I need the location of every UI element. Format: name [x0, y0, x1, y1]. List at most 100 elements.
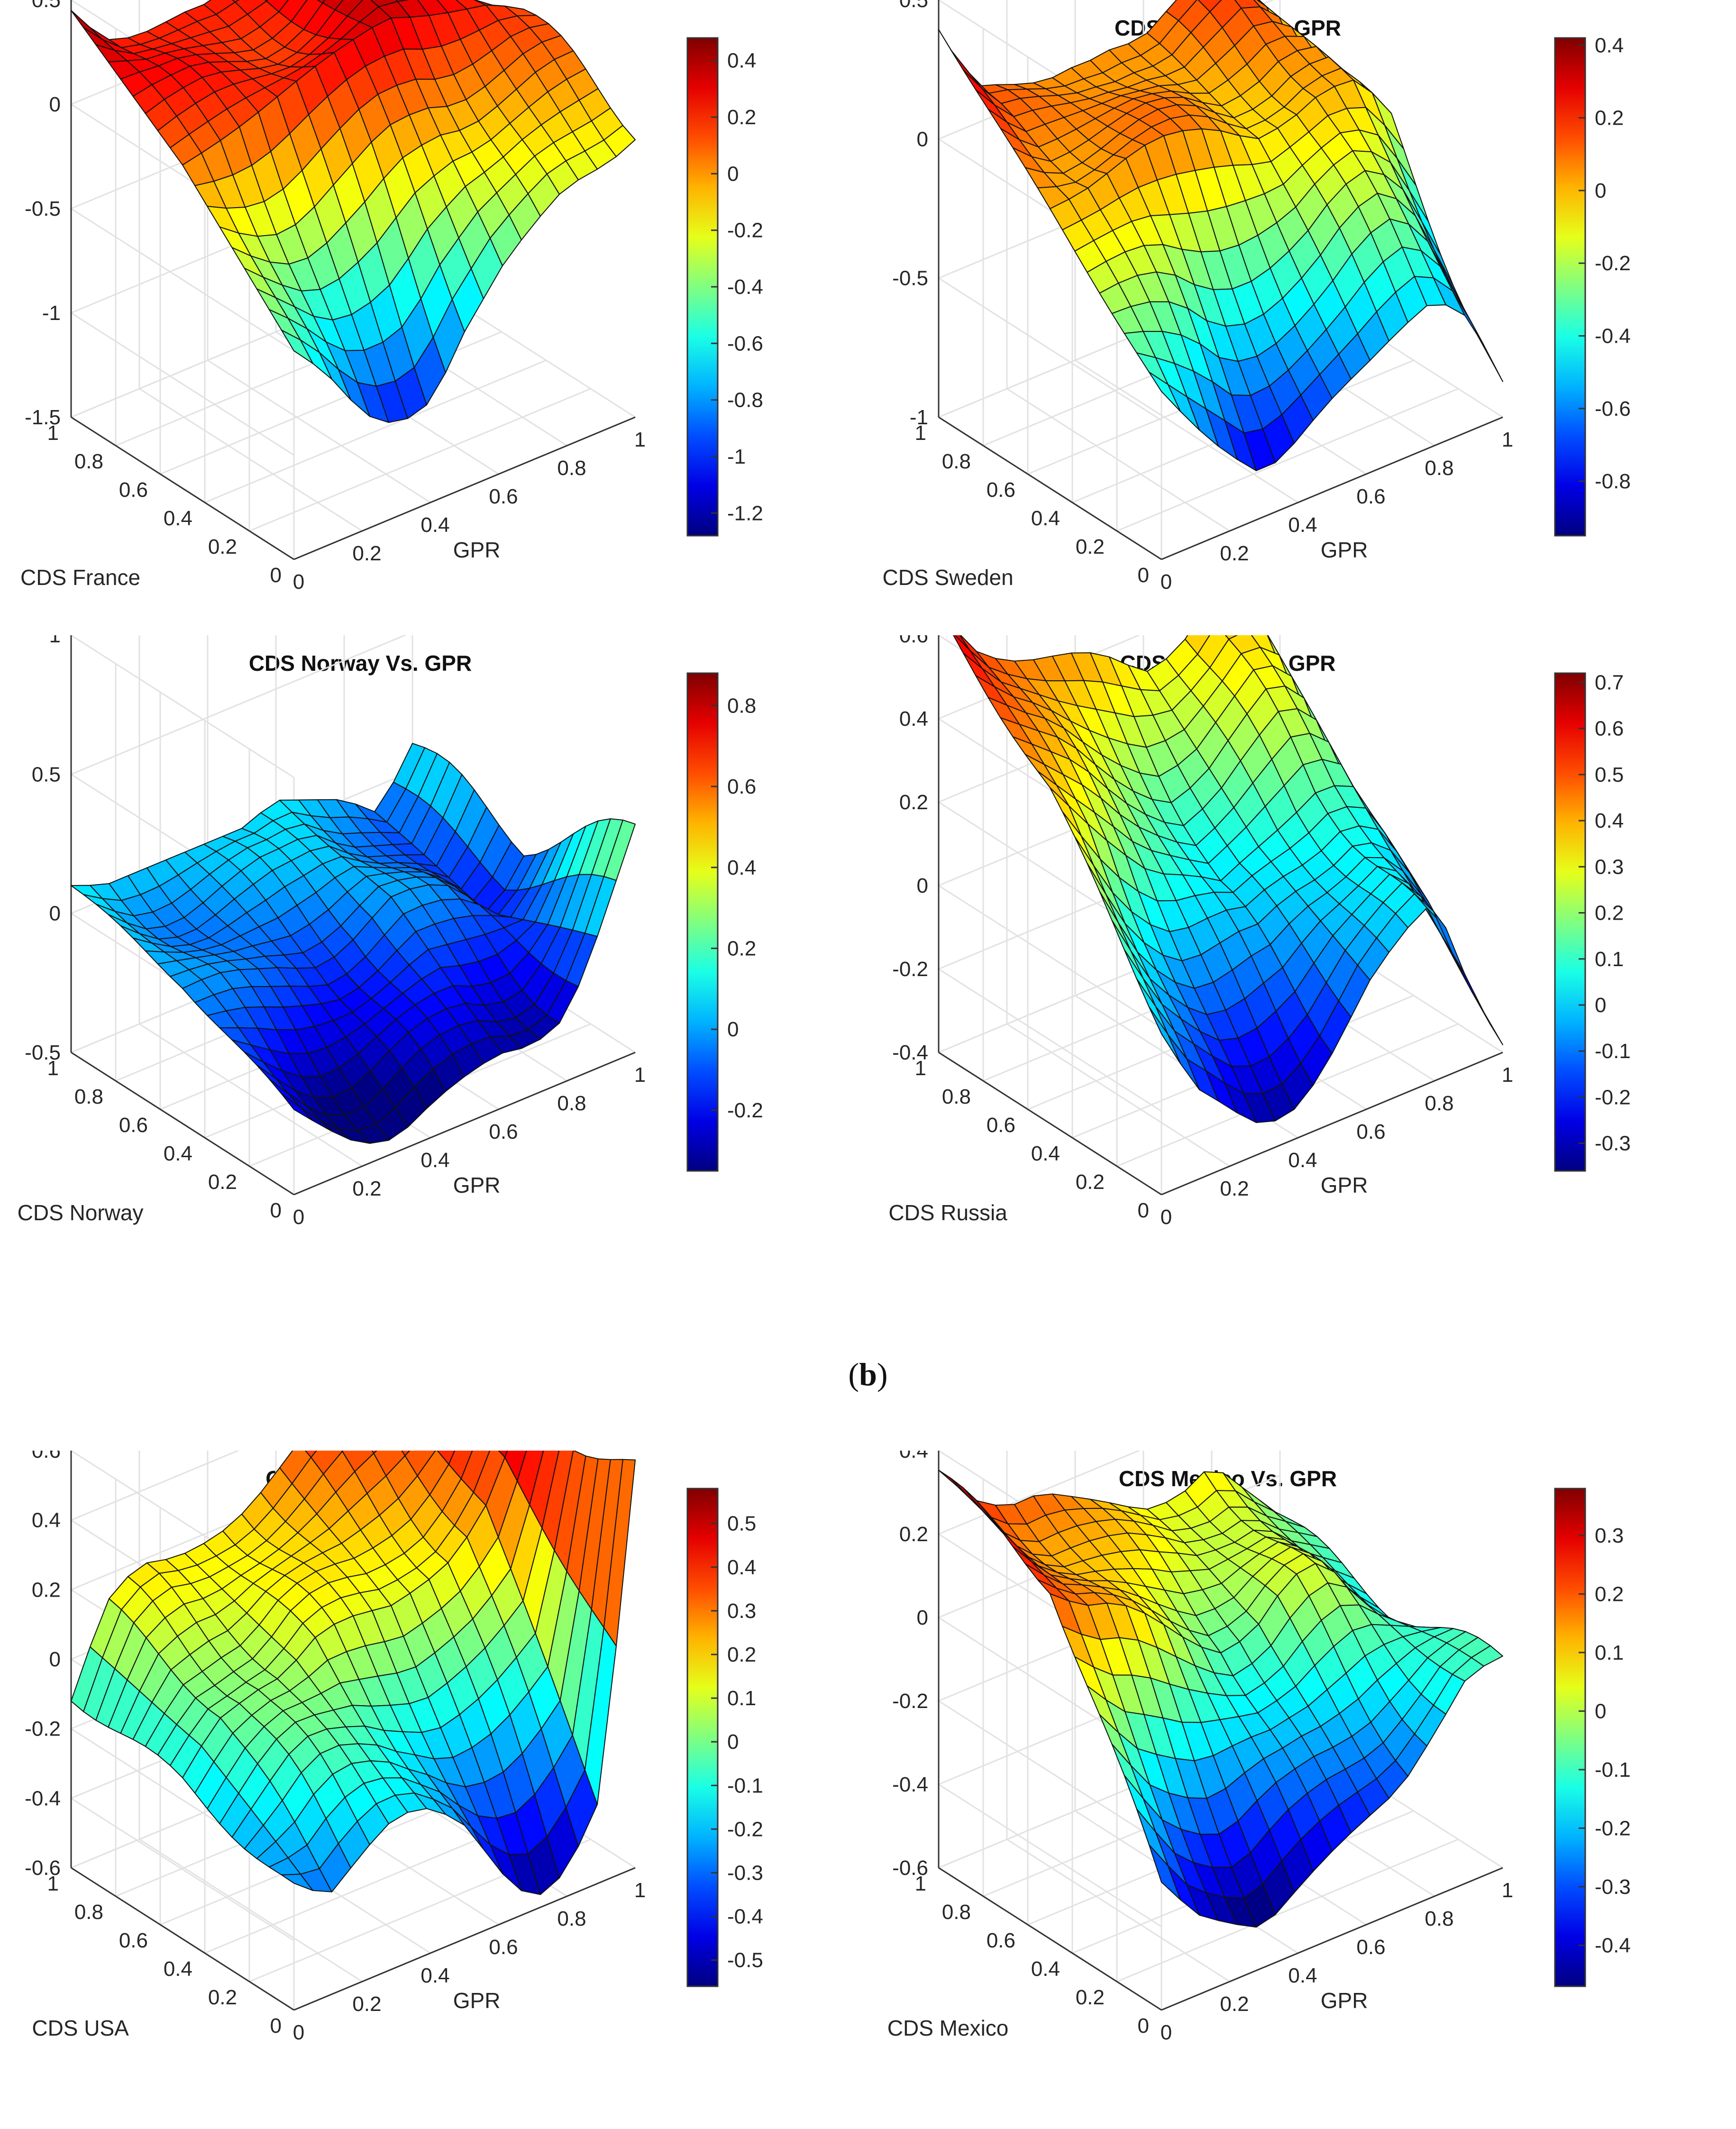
colorbar-tick-label: 0.3: [1595, 1524, 1624, 1547]
chart-panel-sweden: CDS Sweden Vs. GPR0.50-0.5-100.20.40.60.…: [868, 0, 1735, 616]
colorbar-tick-label: 0: [727, 162, 739, 185]
surface-patch: [448, 1451, 473, 1480]
x-tick-label: 0.4: [1288, 513, 1317, 537]
subfigure-caption: (b): [848, 1356, 888, 1392]
y-tick-label: 0.8: [74, 1085, 103, 1108]
colorbar-tick-label: 0.4: [727, 856, 756, 879]
colorbar-tick-label: 0.2: [1595, 1582, 1624, 1606]
axis-lines: [938, 1451, 1503, 2011]
y-tick-label: 1: [47, 1872, 59, 1895]
z-tick-label: -0.5: [892, 267, 928, 290]
colorbar-tick-label: -0.4: [1595, 324, 1631, 347]
colorbar-tick-label: -0.3: [727, 1862, 763, 1885]
colorbar-tick-label: 0.7: [1595, 671, 1624, 694]
z-tick-label: 0.6: [899, 635, 928, 647]
colorbar-tick-label: 0.2: [1595, 902, 1624, 925]
y-tick-label: 1: [47, 421, 59, 445]
z-tick-label: -1.5: [25, 406, 61, 429]
y-axis-label: CDS Mexico: [887, 2016, 1009, 2040]
z-tick-label: 0: [49, 1648, 61, 1671]
z-tick-label: 0: [49, 902, 61, 925]
x-tick-label: 0: [293, 570, 304, 594]
surface-patch: [305, 1451, 317, 1458]
surface-chart: CDS Norway Vs. GPR 1 0.5 0 -0.5 0 0.2 0.4 0.6 0.8…: [18, 635, 763, 1229]
chart-panel-france: CDS France Vs. GPR0.50-0.5-1-1.500.20.40…: [0, 0, 868, 616]
y-tick-label: 0: [1138, 2014, 1149, 2038]
y-tick-label: 0.6: [119, 478, 148, 502]
x-tick-label: 0.4: [420, 1964, 449, 1987]
x-tick-label: 1: [634, 428, 646, 451]
surface-mesh: [71, 1451, 636, 1895]
z-tick-label: 0: [49, 93, 61, 116]
z-tick-label: 0.2: [899, 791, 928, 814]
y-tick-label: 0.4: [1031, 507, 1060, 530]
x-tick-label: 0: [293, 1206, 304, 1229]
y-tick-label: 1: [915, 421, 926, 445]
z-tick-label: -0.4: [25, 1787, 61, 1810]
colorbar-tick-label: -0.2: [727, 219, 763, 242]
colorbar-tick-label: 0: [727, 1018, 739, 1041]
x-tick-label: 0.4: [420, 513, 449, 537]
z-tick-label: -1: [910, 406, 928, 429]
y-tick-label: 0.6: [987, 1929, 1015, 1952]
z-tick-label: 0.5: [899, 0, 928, 12]
x-axis-label: GPR: [453, 1173, 501, 1197]
z-tick-label: 0.4: [32, 1509, 61, 1532]
y-axis-label: CDS Norway: [18, 1200, 144, 1225]
x-tick-label: 0.6: [1356, 1120, 1385, 1143]
y-tick-label: 0.8: [74, 450, 103, 473]
y-tick-label: 0.2: [1076, 1170, 1105, 1194]
x-tick-label: 0.8: [1425, 1092, 1453, 1115]
z-tick-label: 0.2: [899, 1523, 928, 1546]
chart-title: CDS Norway Vs. GPR: [249, 651, 472, 676]
surface-chart: CDS Mexico Vs. GPR0.40.20-0.2-0.4-0.600.…: [887, 1451, 1631, 2044]
x-tick-label: 0.6: [489, 1936, 518, 1959]
y-tick-label: 0.8: [942, 450, 971, 473]
z-tick-label: -0.6: [892, 1856, 928, 1880]
surface-mesh: [938, 0, 1503, 471]
z-tick-label: -0.4: [892, 1041, 928, 1064]
y-tick-label: 0.4: [1031, 1957, 1060, 1981]
z-tick-label: 0.4: [899, 707, 928, 731]
surface-chart: CDS Sweden Vs. GPR0.50-0.5-100.20.40.60.…: [883, 0, 1631, 594]
chart-panel-mexico: CDS Mexico Vs. GPR0.40.20-0.2-0.4-0.600.…: [868, 1451, 1735, 2067]
surface-patch: [1471, 1645, 1503, 1667]
z-tick-label: 0.5: [32, 763, 61, 786]
z-tick-label: -0.2: [892, 1690, 928, 1713]
z-tick-label: 0.6: [32, 1451, 61, 1462]
colorbar-tick-label: -0.5: [727, 1949, 763, 1972]
surface-mesh: [952, 635, 1503, 1123]
z-tick-label: -1: [42, 302, 61, 325]
x-tick-label: 0: [293, 2021, 304, 2044]
colorbar-tick-label: -0.2: [727, 1099, 763, 1122]
x-axis-label: GPR: [453, 1988, 501, 2013]
surface-patch: [401, 1451, 411, 1456]
y-axis-label: CDS Sweden: [883, 565, 1014, 590]
colorbar-tick-label: 0: [1595, 179, 1606, 202]
y-tick-label: 0: [270, 2014, 282, 2038]
colorbar-tick-label: 0: [727, 1730, 739, 1754]
surface-patch: [1197, 0, 1222, 12]
y-axis-label: CDS France: [20, 565, 140, 590]
colorbar-tick-label: 0: [1595, 994, 1606, 1017]
z-tick-label: -0.2: [25, 1718, 61, 1741]
colorbar-tick-label: -0.6: [727, 332, 763, 355]
x-tick-label: 0.8: [557, 1907, 586, 1930]
colorbar-tick-label: -0.2: [727, 1818, 763, 1841]
surface-patch: [603, 819, 636, 881]
colorbar-tick-label: -0.4: [1595, 1934, 1631, 1957]
colorbar-tick-label: -1.2: [727, 502, 763, 525]
y-tick-label: 0.8: [942, 1901, 971, 1924]
z-tick-label: 0: [917, 874, 928, 897]
x-axis-label: GPR: [1321, 1988, 1368, 2013]
axis-lines: [938, 635, 1503, 1196]
colorbar: [1554, 672, 1586, 1172]
colorbar-tick-label: 0.4: [727, 1556, 756, 1579]
colorbar: [686, 672, 719, 1172]
surface-patch: [504, 1451, 527, 1482]
x-tick-label: 1: [1502, 428, 1513, 451]
z-tick-label: 0.4: [899, 1451, 928, 1462]
surface-mesh: [71, 743, 636, 1144]
colorbar-tick-label: 0.8: [727, 694, 756, 717]
y-tick-label: 0.6: [119, 1114, 148, 1137]
